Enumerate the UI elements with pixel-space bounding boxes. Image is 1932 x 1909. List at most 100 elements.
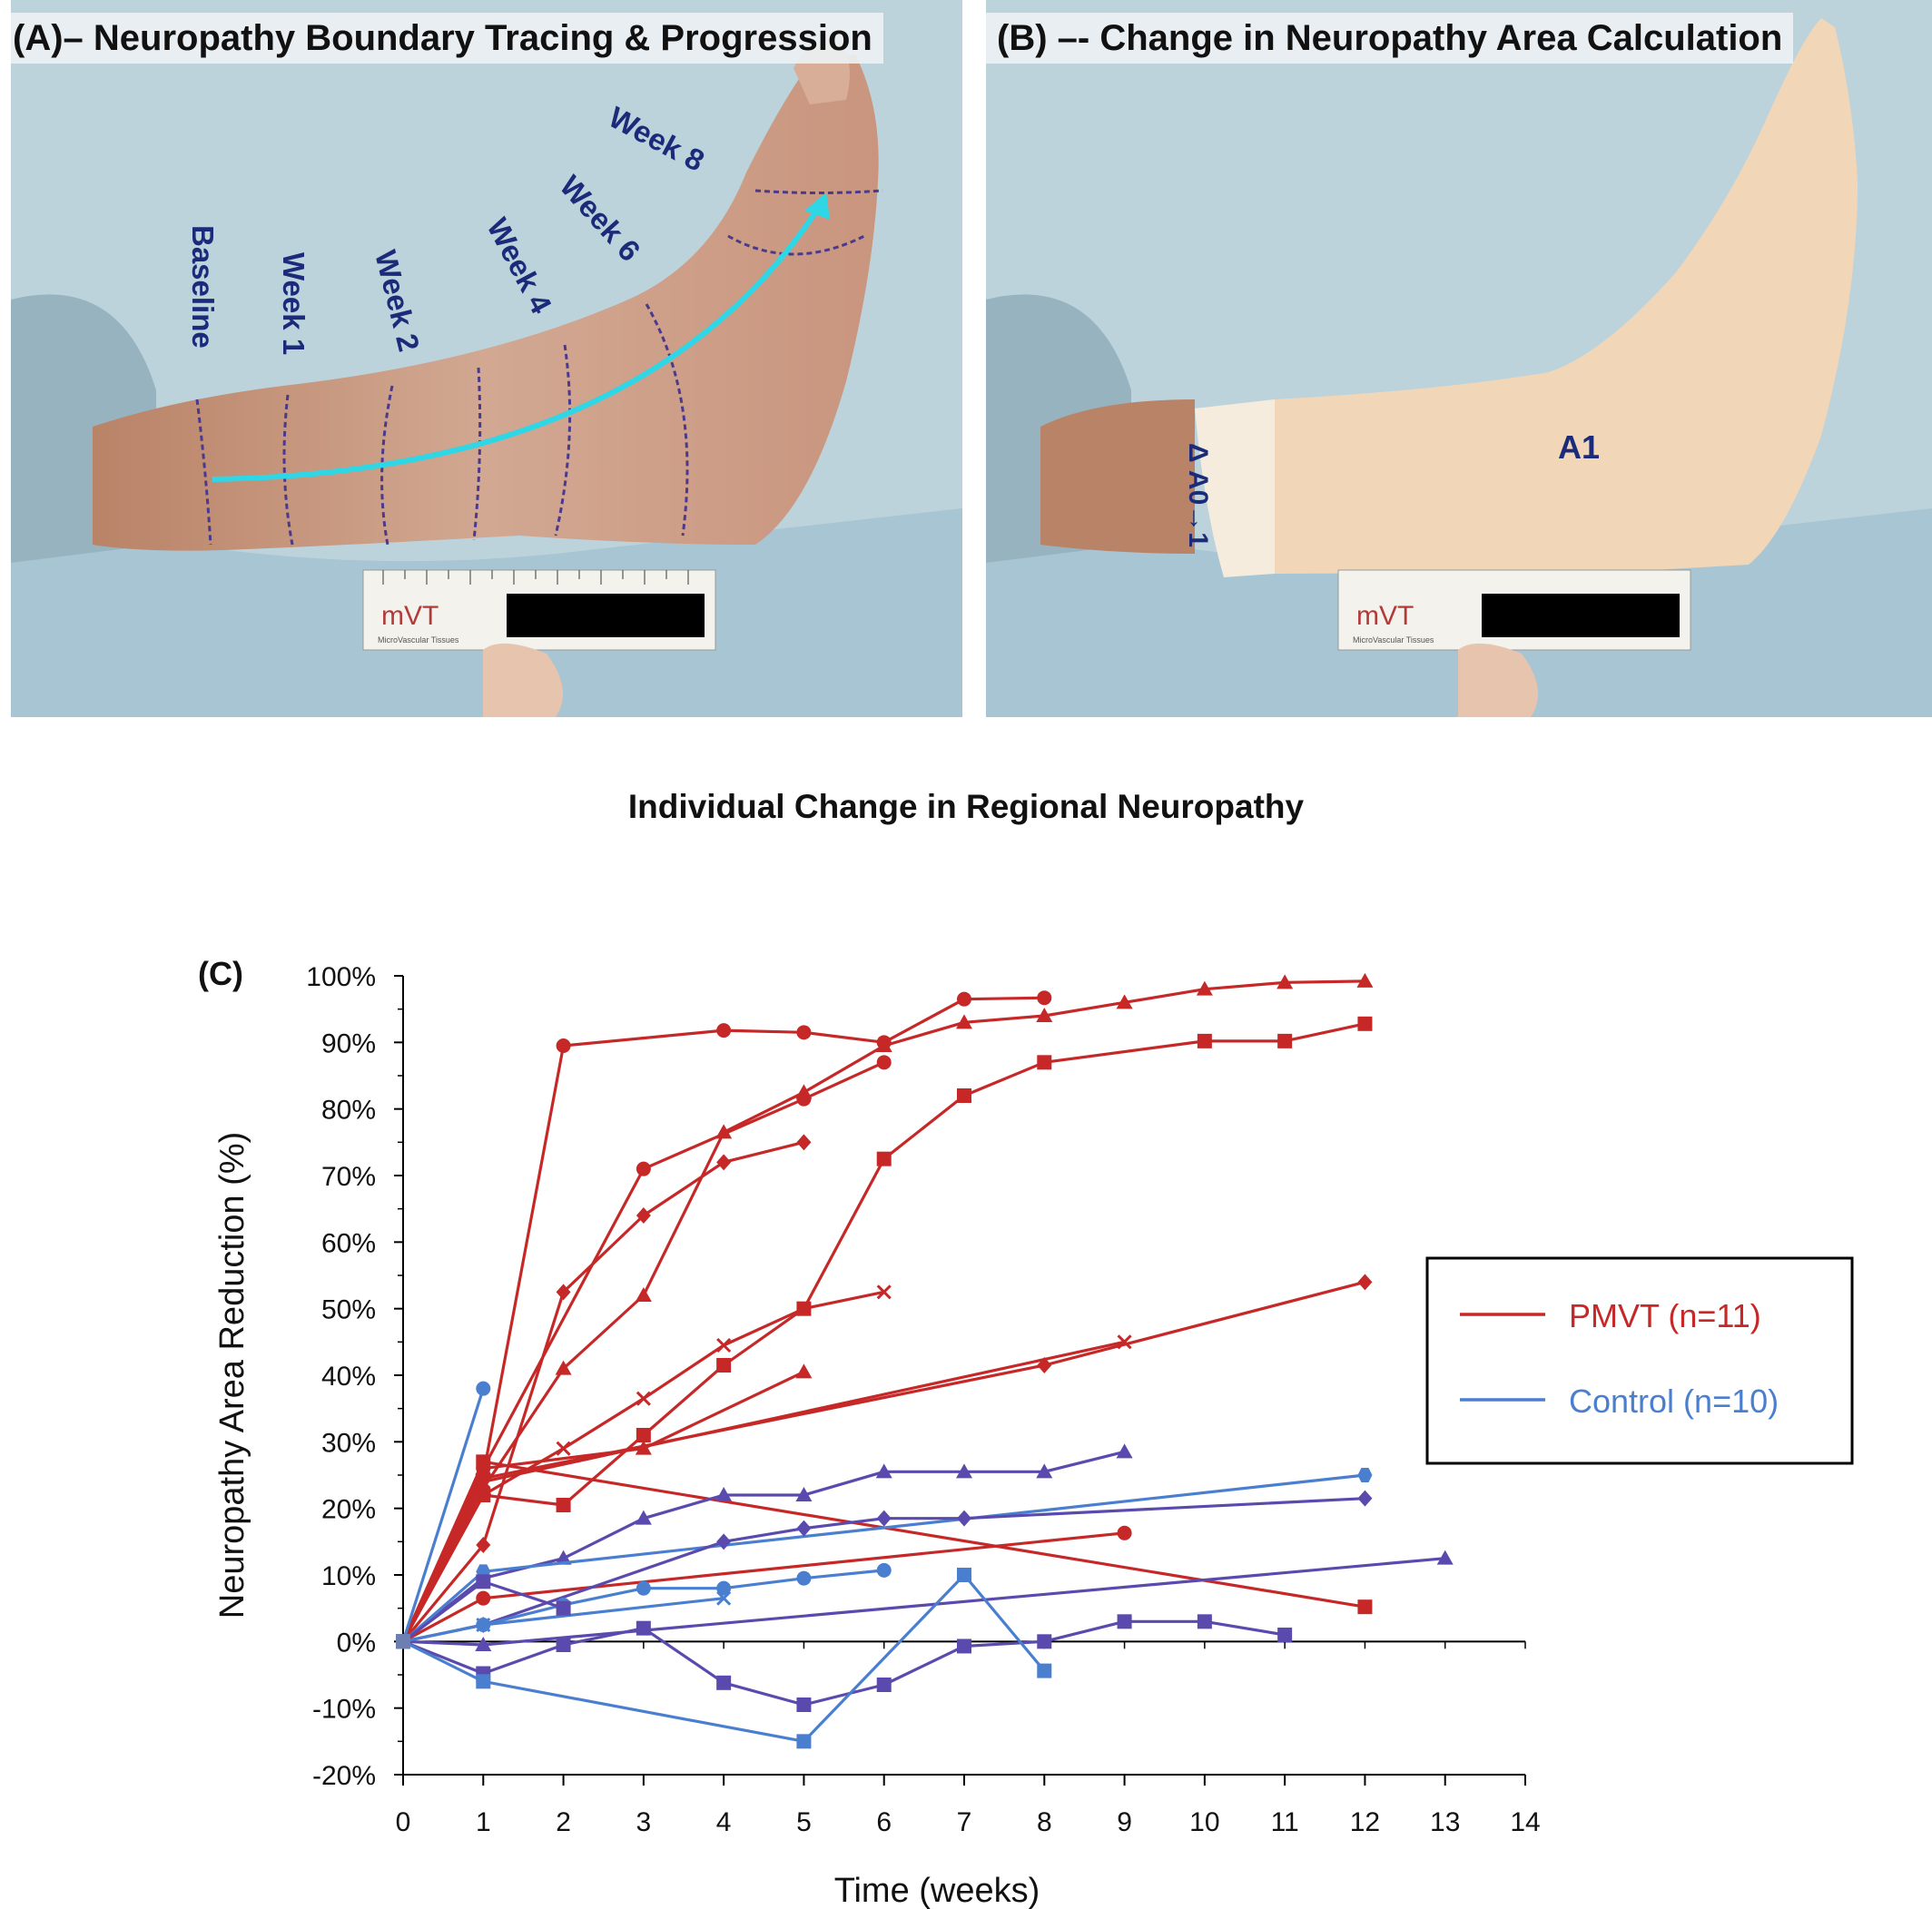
data-point: [1357, 1274, 1373, 1291]
data-point: [636, 1620, 651, 1636]
data-point: [876, 1510, 892, 1527]
data-point: [1117, 1614, 1132, 1629]
data-point: [957, 991, 971, 1007]
data-point: [635, 1510, 652, 1525]
data-point: [475, 1637, 492, 1651]
x-tick-label: 11: [1271, 1807, 1299, 1837]
y-tick-label: 70%: [321, 1162, 376, 1192]
data-point: [716, 1023, 732, 1038]
data-point-stroke: [716, 1590, 732, 1606]
data-point: [556, 1038, 571, 1053]
data-point: [796, 1520, 812, 1537]
leg-photo-illustration: [11, 0, 962, 717]
pmvt-series-8: [396, 1334, 1132, 1649]
data-point: [636, 1580, 651, 1596]
y-tick-label: -10%: [312, 1695, 376, 1725]
data-point: [1356, 972, 1374, 988]
data-point-stroke: [1117, 1334, 1132, 1350]
data-point: [957, 1088, 971, 1103]
data-point: [1197, 1614, 1212, 1629]
y-tick-label: 40%: [321, 1362, 376, 1392]
data-point-stroke: [716, 1337, 732, 1353]
boundary-tracings: [195, 189, 883, 546]
legend-label: PMVT (n=11): [1569, 1297, 1761, 1334]
data-point: [716, 1337, 732, 1353]
data-point: [1277, 1628, 1293, 1642]
panel-b-title: (B) –- Change in Neuropathy Area Calcula…: [986, 13, 1794, 64]
data-point: [476, 1574, 491, 1589]
ruler-subtitle: MicroVascular Tissues: [1353, 635, 1434, 645]
ruler-subtitle: MicroVascular Tissues: [378, 635, 459, 645]
chart-series: [396, 972, 1454, 1749]
series-line: [401, 996, 1045, 1643]
legend-label: Control (n=10): [1569, 1383, 1779, 1420]
data-point: [715, 1487, 733, 1501]
ruler-brand: mVT: [381, 601, 439, 631]
data-point: [796, 1134, 812, 1151]
data-point: [876, 1151, 892, 1166]
pmvt-series-5: [396, 1284, 892, 1649]
label-week-1: Week 1: [277, 252, 310, 356]
data-point: [716, 1580, 732, 1596]
line-chart: -20%-10%0%10%20%30%40%50%60%70%80%90%100…: [213, 962, 1854, 1909]
data-point-stroke: [476, 1487, 491, 1503]
chart-title: Individual Change in Regional Neuropathy: [627, 788, 1305, 825]
area-illustration: [986, 0, 1932, 717]
data-point: [1197, 1033, 1212, 1048]
data-point: [796, 1697, 812, 1712]
data-point: [876, 1284, 892, 1300]
data-point-stroke: [476, 1617, 491, 1633]
x-tick-label: 2: [556, 1807, 571, 1837]
chart-legend: PMVT (n=11) Control (n=10): [1425, 1256, 1854, 1465]
redaction-box: [507, 594, 705, 637]
data-point-stroke: [796, 1301, 812, 1316]
pmvt-series-1: [396, 972, 1374, 1649]
data-point: [876, 1055, 892, 1070]
x-tick-label: 1: [476, 1807, 491, 1837]
data-point: [1037, 1055, 1052, 1070]
delta-area-region: [1195, 399, 1275, 577]
series-line: [402, 1619, 1286, 1707]
y-tick-label: 30%: [321, 1428, 376, 1458]
data-point: [476, 1674, 491, 1689]
panel-b-photo: mVT MicroVascular Tissues (B) –- Change …: [986, 0, 1932, 717]
data-point: [556, 1638, 571, 1652]
data-point: [1117, 1334, 1132, 1350]
series-line: [401, 1140, 804, 1643]
data-point: [1116, 994, 1133, 1009]
series-line: [401, 979, 1365, 1643]
chart-axes: -20%-10%0%10%20%30%40%50%60%70%80%90%100…: [306, 962, 1540, 1837]
data-point: [795, 1363, 813, 1379]
data-point: [556, 1441, 571, 1456]
series-line: [401, 1022, 1365, 1643]
data-point: [476, 1474, 491, 1490]
data-point: [1036, 1008, 1053, 1022]
data-point: [796, 1734, 812, 1749]
pmvt-series-4: [396, 1134, 812, 1649]
data-point-stroke: [476, 1474, 491, 1490]
y-tick-label: 20%: [321, 1495, 376, 1525]
y-tick-label: 80%: [321, 1096, 376, 1126]
data-point: [957, 1568, 971, 1582]
data-point: [1436, 1550, 1454, 1565]
data-point: [476, 1537, 491, 1553]
data-point: [1037, 1634, 1052, 1649]
x-tick-label: 5: [796, 1807, 812, 1837]
series-line: [401, 1460, 1365, 1642]
progression-arrow: [212, 205, 822, 482]
x-tick-label: 6: [876, 1807, 892, 1837]
data-point: [476, 1454, 491, 1470]
data-point: [1357, 1016, 1373, 1031]
data-point-stroke: [876, 1284, 892, 1300]
label-baseline: Baseline: [186, 225, 220, 349]
x-tick-label: 0: [396, 1807, 411, 1837]
x-tick-label: 7: [957, 1807, 972, 1837]
ruler-brand: mVT: [1356, 601, 1414, 631]
y-tick-label: 60%: [321, 1228, 376, 1258]
x-tick-label: 8: [1037, 1807, 1052, 1837]
y-tick-label: -20%: [312, 1761, 376, 1791]
x-tick-label: 4: [716, 1807, 732, 1837]
x-tick-label: 14: [1510, 1807, 1540, 1837]
data-point: [1196, 980, 1213, 996]
data-point: [1036, 1463, 1053, 1479]
